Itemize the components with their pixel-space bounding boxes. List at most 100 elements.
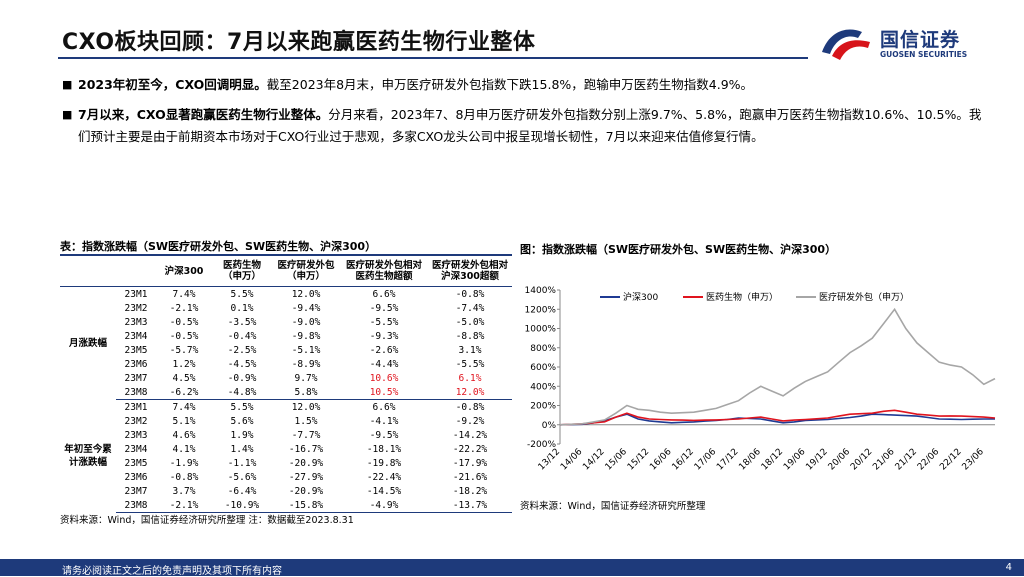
table-cell: 1.9%	[230, 429, 254, 441]
y-tick-label: -200%	[527, 440, 556, 450]
table-cell: -9.5%	[369, 429, 399, 441]
footer-bar	[0, 559, 1024, 576]
x-tick-label: 19/12	[804, 447, 829, 472]
table-cell: 12.0%	[428, 385, 512, 400]
x-tick-label: 14/12	[581, 447, 606, 472]
row-label: 23M4	[124, 443, 148, 455]
table-title: 表：指数涨跌幅（SW医疗研发外包、SW医药生物、沪深300）	[60, 240, 377, 253]
table-cell: -9.4%	[291, 302, 321, 314]
table-cell: -5.5%	[369, 316, 399, 328]
table-cell: -21.6%	[452, 471, 488, 483]
title-rule	[58, 57, 808, 59]
table-cell: -0.8%	[455, 401, 485, 413]
y-tick-label: 800%	[530, 344, 556, 354]
table-cell: -1.9%	[169, 457, 199, 469]
bullet-text: 分月来看，2023年7、8月申万医疗研发外包指数分别上涨9.7%、5.8%，跑赢…	[78, 107, 982, 144]
table-cell: -9.3%	[369, 330, 399, 342]
table-cell: 1.2%	[172, 358, 196, 370]
header-row: 沪深300 医药生物（申万） 医疗研发外包（申万） 医疗研发外包相对医药生物超额 医疗研…	[60, 254, 512, 287]
row-label: 23M7	[124, 372, 148, 384]
table-cell: 9.7%	[294, 372, 318, 384]
table-cell: 5.8%	[272, 385, 340, 400]
y-tick-label: 600%	[530, 363, 556, 373]
x-tick-label: 16/06	[648, 447, 674, 473]
table-cell: -0.9%	[227, 372, 257, 384]
table-cell: -13.7%	[428, 498, 512, 513]
table-row: 23M2 5.1% 5.6% 1.5% -4.1% -9.2%	[60, 414, 512, 428]
table-cell: -7.7%	[291, 429, 321, 441]
x-tick-label: 16/12	[671, 447, 696, 472]
table-cell: -27.9%	[288, 471, 324, 483]
table-cell: -2.1%	[156, 498, 212, 513]
x-tick-label: 22/06	[916, 447, 942, 473]
row-label: 23M1	[124, 288, 148, 300]
series-line	[559, 413, 995, 426]
x-tick-label: 23/06	[961, 447, 987, 473]
table-cell: -9.5%	[369, 302, 399, 314]
table-cell: 3.7%	[172, 485, 196, 497]
table-cell: 10.5%	[340, 385, 428, 400]
table-cell: 5.5%	[230, 401, 254, 413]
table-cell: -5.0%	[455, 316, 485, 328]
x-tick-label: 20/06	[827, 447, 853, 473]
table-cell: -4.8%	[212, 385, 272, 400]
table-cell: -22.2%	[452, 443, 488, 455]
y-tick-label: 1000%	[525, 325, 557, 335]
table-cell: -8.9%	[291, 358, 321, 370]
table-cell: -17.9%	[452, 457, 488, 469]
legend-label: 沪深300	[623, 291, 658, 303]
header-cell: 医疗研发外包相对沪深300超额	[428, 254, 512, 287]
table-row: 23M6 1.2% -4.5% -8.9% -4.4% -5.5%	[60, 357, 512, 371]
slide-title: CXO板块回顾：7月以来跑赢医药生物行业整体	[62, 30, 536, 55]
table-cell: -15.8%	[272, 498, 340, 513]
x-tick-label: 14/06	[559, 447, 585, 473]
table-cell: 12.0%	[291, 288, 321, 300]
x-tick-label: 20/12	[849, 447, 874, 472]
table-cell: -0.8%	[169, 471, 199, 483]
table-cell: -9.8%	[291, 330, 321, 342]
table-row: 23M8 -2.1% -10.9% -15.8% -4.9% -13.7%	[60, 498, 512, 513]
table-cell: -8.8%	[455, 330, 485, 342]
page-number: 4	[1005, 562, 1012, 573]
table-cell: -1.1%	[227, 457, 257, 469]
table-source: 资料来源：Wind，国信证券经济研究所整理 注：数据截至2023.8.31	[60, 515, 354, 526]
row-label: 23M5	[124, 457, 148, 469]
table-cell: 1.4%	[230, 443, 254, 455]
chart-title: 图：指数涨跌幅（SW医疗研发外包、SW医药生物、沪深300）	[520, 243, 837, 256]
table-cell: -5.1%	[291, 344, 321, 356]
table-cell: -20.9%	[288, 457, 324, 469]
x-tick-label: 13/12	[537, 447, 562, 472]
row-label: 23M2	[124, 302, 148, 314]
table-row: 23M4 4.1% 1.4% -16.7% -18.1% -22.2%	[60, 442, 512, 456]
row-label: 23M8	[116, 498, 156, 513]
x-tick-label: 17/06	[693, 447, 719, 473]
table-cell: 5.6%	[230, 415, 254, 427]
legend-label: 医疗研发外包（申万）	[819, 291, 909, 303]
table-cell: -9.0%	[291, 316, 321, 328]
legend-label: 医药生物（申万）	[706, 291, 778, 303]
table-cell: -6.4%	[227, 485, 257, 497]
row-label: 23M3	[124, 429, 148, 441]
table-cell: -9.2%	[455, 415, 485, 427]
y-tick-label: 1200%	[525, 305, 557, 315]
row-label: 23M6	[124, 358, 148, 370]
bullet-bold: 7月以来，CXO显著跑赢医药生物行业整体。	[78, 107, 329, 122]
table-row: 23M3 -0.5% -3.5% -9.0% -5.5% -5.0%	[60, 315, 512, 329]
table-cell: -5.7%	[169, 344, 199, 356]
row-label: 23M8	[116, 385, 156, 400]
y-tick-label: 1400%	[525, 286, 557, 296]
table-cell: -3.5%	[227, 316, 257, 328]
table-cell: -2.1%	[169, 302, 199, 314]
table-cell: -18.2%	[452, 485, 488, 497]
table-cell: 4.1%	[172, 443, 196, 455]
bullet: ■ 7月以来，CXO显著跑赢医药生物行业整体。分月来看，2023年7、8月申万医疗…	[62, 107, 982, 144]
x-tick-label: 19/06	[782, 447, 808, 473]
series-line	[559, 409, 996, 426]
x-tick-label: 21/12	[894, 447, 919, 472]
x-tick-label: 18/12	[760, 447, 785, 472]
row-label: 23M2	[124, 415, 148, 427]
table-cell: -16.7%	[288, 443, 324, 455]
header-cell	[60, 254, 156, 287]
row-label: 23M1	[124, 401, 148, 413]
row-label: 23M6	[124, 471, 148, 483]
